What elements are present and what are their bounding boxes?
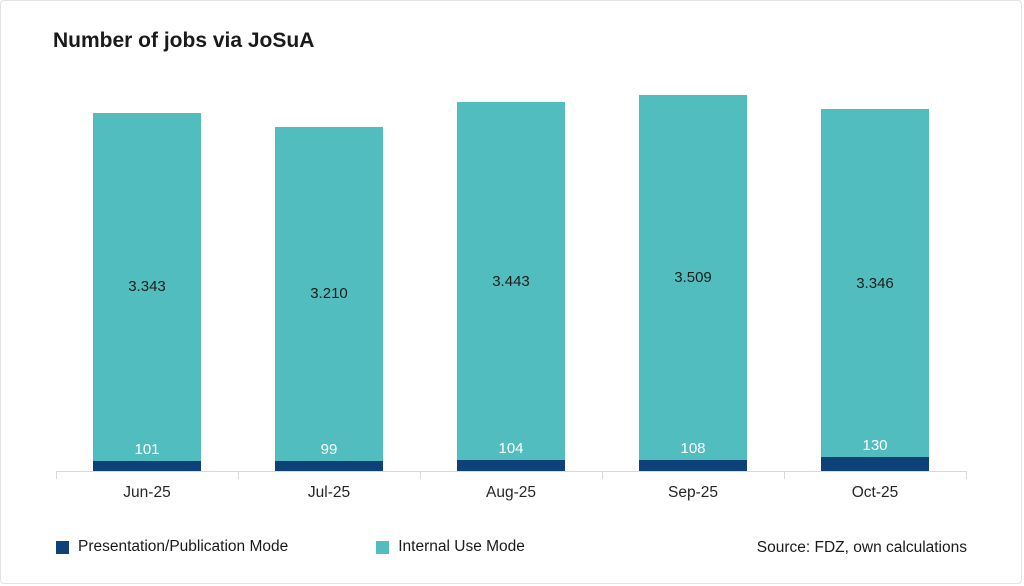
bar-group: 3.346 130 — [784, 86, 966, 471]
axis-tick — [784, 471, 785, 479]
x-axis-label: Jul-25 — [307, 484, 351, 501]
internal-use-value-label: 3.210 — [310, 285, 348, 303]
bar-segment-presentation — [639, 459, 747, 471]
legend: Presentation/Publication Mode Internal U… — [56, 538, 525, 556]
axis-tick — [56, 471, 57, 479]
chart-title: Number of jobs via JoSuA — [53, 29, 315, 52]
internal-use-value-label: 3.343 — [128, 278, 166, 296]
axis-tick — [966, 471, 967, 479]
presentation-value-label: 101 — [134, 440, 160, 458]
source-note: Source: FDZ, own calculations — [756, 539, 967, 556]
bar-group: 3.443 104 — [420, 86, 602, 471]
axis-tick — [602, 471, 603, 479]
stacked-bar: 3.346 130 — [821, 109, 929, 471]
bar-segment-presentation — [93, 460, 201, 471]
bar-segment-presentation — [275, 460, 383, 471]
bar-group: 3.509 108 — [602, 86, 784, 471]
x-axis-label: Aug-25 — [486, 484, 536, 501]
presentation-value-label: 104 — [498, 440, 524, 458]
internal-use-value-label: 3.509 — [674, 268, 712, 286]
legend-item-presentation: Presentation/Publication Mode — [56, 538, 288, 556]
legend-item-internal: Internal Use Mode — [376, 538, 525, 556]
bar-group: 3.343 101 — [56, 86, 238, 471]
x-axis: Jun-25 Jul-25 Aug-25 Sep-25 Oct-25 — [56, 484, 966, 502]
stacked-bar: 3.343 101 — [93, 112, 201, 471]
x-axis-label: Sep-25 — [668, 484, 718, 501]
bar-segment-internal-use: 3.346 — [821, 109, 929, 458]
bar-segment-internal-use: 3.210 — [275, 126, 383, 461]
bar-segment-internal-use: 3.343 — [93, 112, 201, 461]
stacked-bar: 3.210 99 — [275, 126, 383, 471]
x-axis-label: Jun-25 — [123, 484, 171, 501]
stacked-bar: 3.443 104 — [457, 101, 565, 471]
bar-segment-presentation — [821, 457, 929, 471]
plot-area: 3.343 101 3.210 99 3.443 104 3.509 108 3.346 130 — [56, 86, 967, 479]
presentation-value-label: 99 — [320, 440, 338, 458]
legend-swatch-internal-icon — [376, 540, 390, 554]
bar-segment-internal-use: 3.509 — [639, 94, 747, 460]
internal-use-value-label: 3.443 — [492, 272, 530, 290]
axis-tick — [238, 471, 239, 479]
bar-segment-presentation — [457, 460, 565, 471]
x-axis-label: Oct-25 — [851, 484, 899, 501]
bar-segment-internal-use: 3.443 — [457, 101, 565, 461]
presentation-value-label: 108 — [680, 439, 706, 457]
internal-use-value-label: 3.346 — [856, 274, 894, 292]
legend-label-internal: Internal Use Mode — [398, 538, 525, 555]
legend-swatch-presentation-icon — [56, 540, 69, 554]
legend-label-presentation: Presentation/Publication Mode — [78, 538, 289, 555]
stacked-bar: 3.509 108 — [639, 94, 747, 471]
axis-tick — [420, 471, 421, 479]
presentation-value-label: 130 — [862, 437, 888, 455]
bar-group: 3.210 99 — [238, 86, 420, 471]
